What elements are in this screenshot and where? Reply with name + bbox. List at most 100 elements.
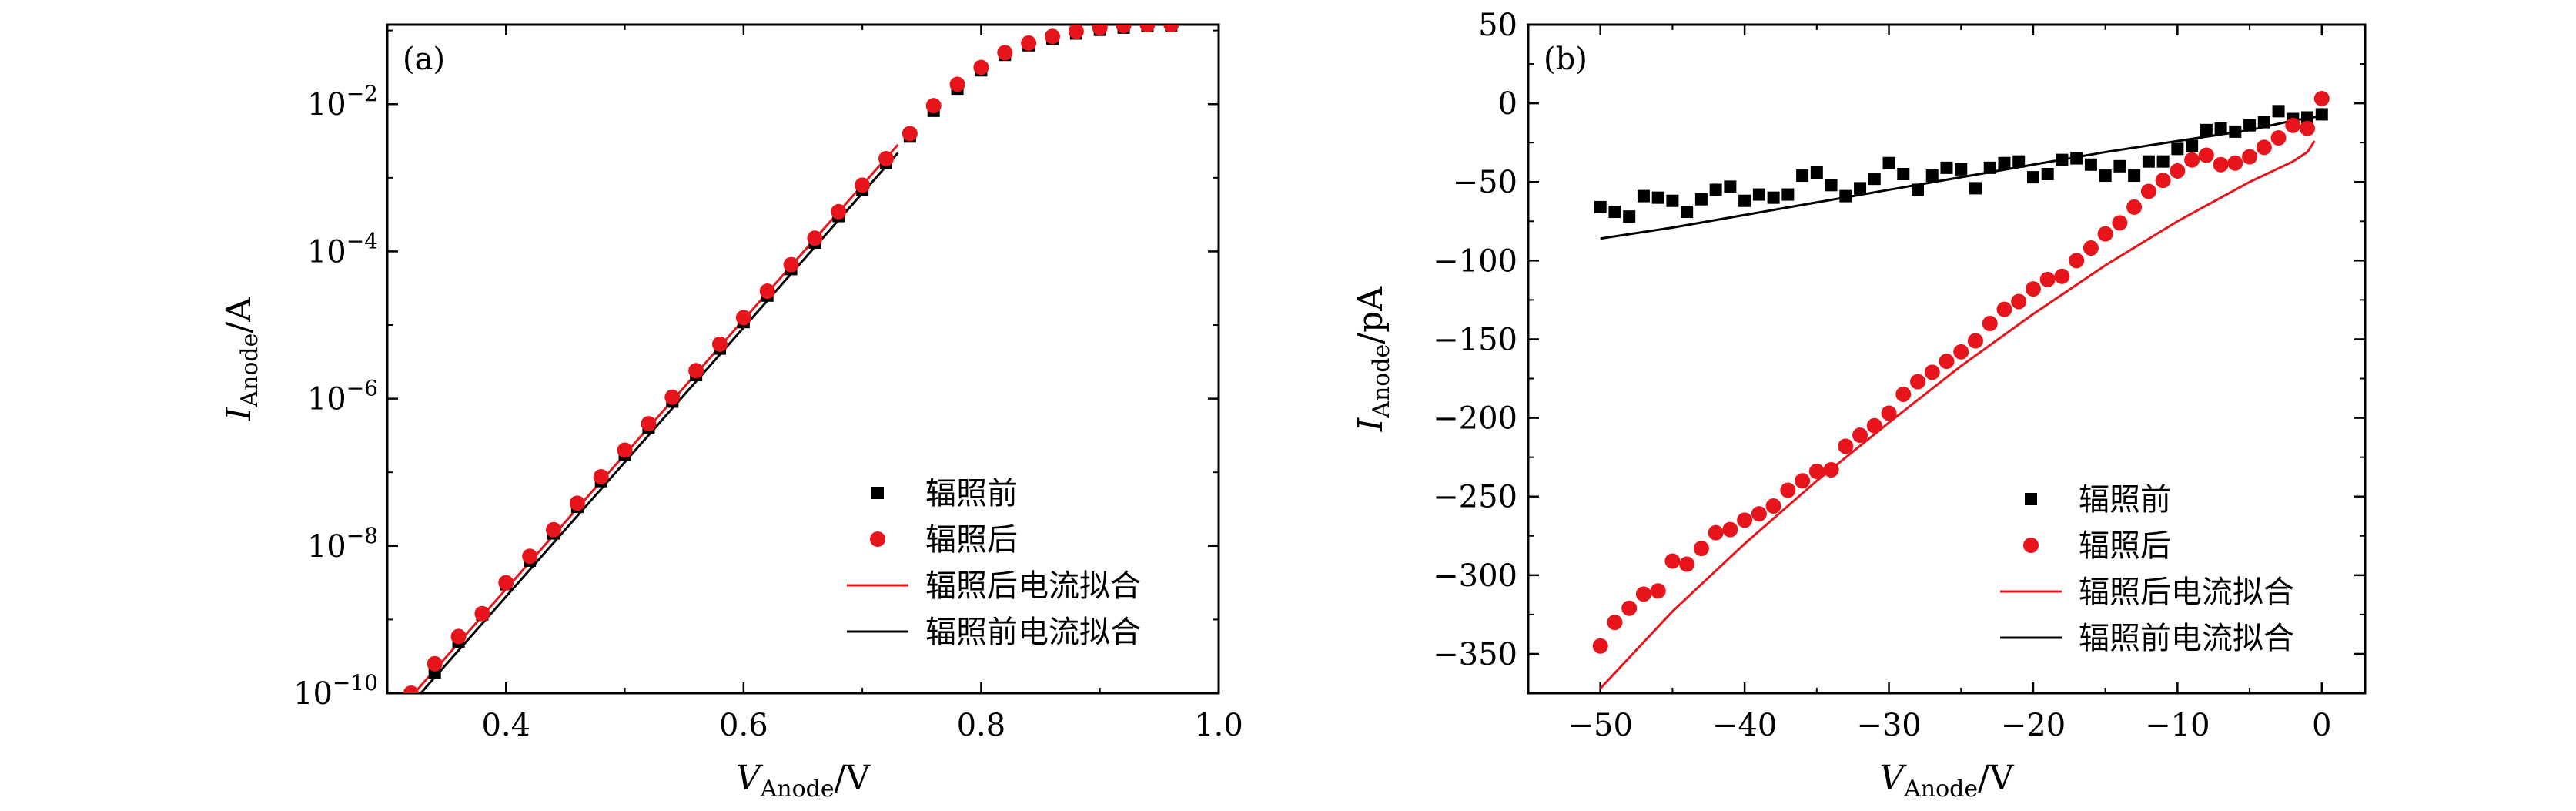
y-tick-label: 50 xyxy=(1478,8,1517,43)
data-point-before xyxy=(2243,119,2257,132)
data-point-before xyxy=(2012,155,2026,168)
data-point-before xyxy=(2272,105,2285,118)
data-point-after xyxy=(1953,344,1969,360)
legend-marker-circle xyxy=(870,531,885,547)
y-tick-label: −50 xyxy=(1453,165,1517,200)
data-point-before xyxy=(2301,111,2314,124)
data-point-before xyxy=(1651,191,1664,204)
data-point-before xyxy=(1623,210,1636,223)
data-point-after xyxy=(1780,482,1796,498)
legend-label: 辐照前 xyxy=(2079,482,2171,518)
data-point-after xyxy=(1996,301,2012,317)
data-point-after xyxy=(2300,120,2316,136)
y-axis-label: IAnode/A xyxy=(219,297,263,421)
data-point-before xyxy=(1912,183,1925,196)
x-tick-label: −10 xyxy=(2145,708,2210,743)
data-point-after xyxy=(2270,130,2287,146)
data-point-after xyxy=(2025,281,2041,297)
data-point-after xyxy=(2054,268,2070,284)
fit-line-before xyxy=(1600,114,2323,240)
data-point-after xyxy=(688,363,704,379)
data-point-after xyxy=(1722,521,1738,538)
data-point-before xyxy=(2142,155,2155,168)
y-tick-exponent: −6 xyxy=(346,376,378,401)
y-axis-label-unit: /A xyxy=(219,297,259,333)
x-tick-label: −20 xyxy=(2001,708,2066,743)
data-point-before xyxy=(2186,139,2199,152)
y-tick-label: −300 xyxy=(1433,558,1517,594)
data-point-before xyxy=(1738,194,1751,207)
data-point-before xyxy=(2070,152,2083,165)
plot-frame xyxy=(386,23,1220,695)
data-point-after xyxy=(973,59,989,75)
y-tick-label: 10−8 xyxy=(307,523,378,565)
y-tick-label: −250 xyxy=(1433,480,1517,515)
data-point-after xyxy=(2112,215,2128,231)
data-point-after xyxy=(1139,25,1156,32)
data-point-after xyxy=(2256,139,2272,156)
data-point-after xyxy=(855,177,871,193)
y-tick-base: 10 xyxy=(307,234,346,270)
data-point-before xyxy=(1681,206,1694,219)
panel-label: (a) xyxy=(403,42,445,77)
data-point-before xyxy=(1998,156,2011,169)
data-point-after xyxy=(450,628,467,645)
chart-panel-a: 0.4 0.6 0.8 1.010−1010−810−610−410−2(a)VAno… xyxy=(219,23,1243,803)
y-tick-base: 10 xyxy=(307,382,346,417)
data-point-after xyxy=(2097,226,2113,242)
data-point-before xyxy=(1940,161,1953,174)
legend-label: 辐照前 xyxy=(925,476,1018,511)
legend-label: 辐照后 xyxy=(2079,528,2171,564)
data-point-after xyxy=(1939,354,1955,370)
y-tick-label: −100 xyxy=(1433,243,1517,279)
y-tick-label: 10−4 xyxy=(307,228,378,270)
data-point-before xyxy=(1781,188,1795,201)
data-point-after xyxy=(593,468,609,484)
x-tick-label: −50 xyxy=(1567,708,1632,743)
data-point-after xyxy=(1708,524,1724,541)
data-point-before xyxy=(1752,188,1765,201)
data-point-after xyxy=(1650,583,1666,599)
data-point-after xyxy=(878,150,894,166)
y-tick-base: 10 xyxy=(293,676,333,712)
plot-frame xyxy=(1527,23,2367,695)
data-point-after xyxy=(902,126,918,142)
data-point-after xyxy=(1852,427,1868,444)
data-point-before xyxy=(2200,123,2213,136)
data-point-after xyxy=(617,442,633,458)
data-point-after xyxy=(1823,461,1839,478)
data-point-after xyxy=(997,45,1013,61)
x-tick-label: −30 xyxy=(1856,708,1921,743)
data-point-after xyxy=(783,256,799,273)
plot-area xyxy=(1592,90,2330,689)
legend-marker-square xyxy=(871,487,884,499)
data-point-after xyxy=(1838,438,1854,454)
y-axis-label-sub: Anode xyxy=(236,333,263,408)
data-point-before xyxy=(1724,180,1737,193)
data-point-after xyxy=(2184,152,2200,168)
x-tick-label: −40 xyxy=(1712,708,1777,743)
plot-area xyxy=(403,25,1179,693)
data-point-after xyxy=(1092,25,1108,35)
data-point-after xyxy=(2198,147,2214,163)
data-point-before xyxy=(2156,155,2170,168)
data-point-before xyxy=(1897,168,1910,181)
y-tick-exponent: −4 xyxy=(346,228,378,253)
data-point-after xyxy=(1881,405,1897,421)
data-point-after xyxy=(1068,25,1084,39)
y-tick-exponent: −8 xyxy=(346,523,378,548)
data-point-after xyxy=(2083,240,2099,256)
data-point-after xyxy=(498,575,514,591)
data-point-after xyxy=(1866,417,1882,434)
data-point-after xyxy=(1795,473,1811,489)
y-axis-label-unit: /pA xyxy=(1351,286,1390,344)
data-point-before xyxy=(1854,182,1867,195)
data-point-after xyxy=(831,203,847,220)
y-tick-label: 10−10 xyxy=(293,670,378,712)
y-tick-label: 10−2 xyxy=(307,81,378,122)
data-point-before xyxy=(1666,194,1679,207)
legend-label: 辐照后电流拟合 xyxy=(2079,575,2294,610)
data-point-after xyxy=(546,521,561,538)
